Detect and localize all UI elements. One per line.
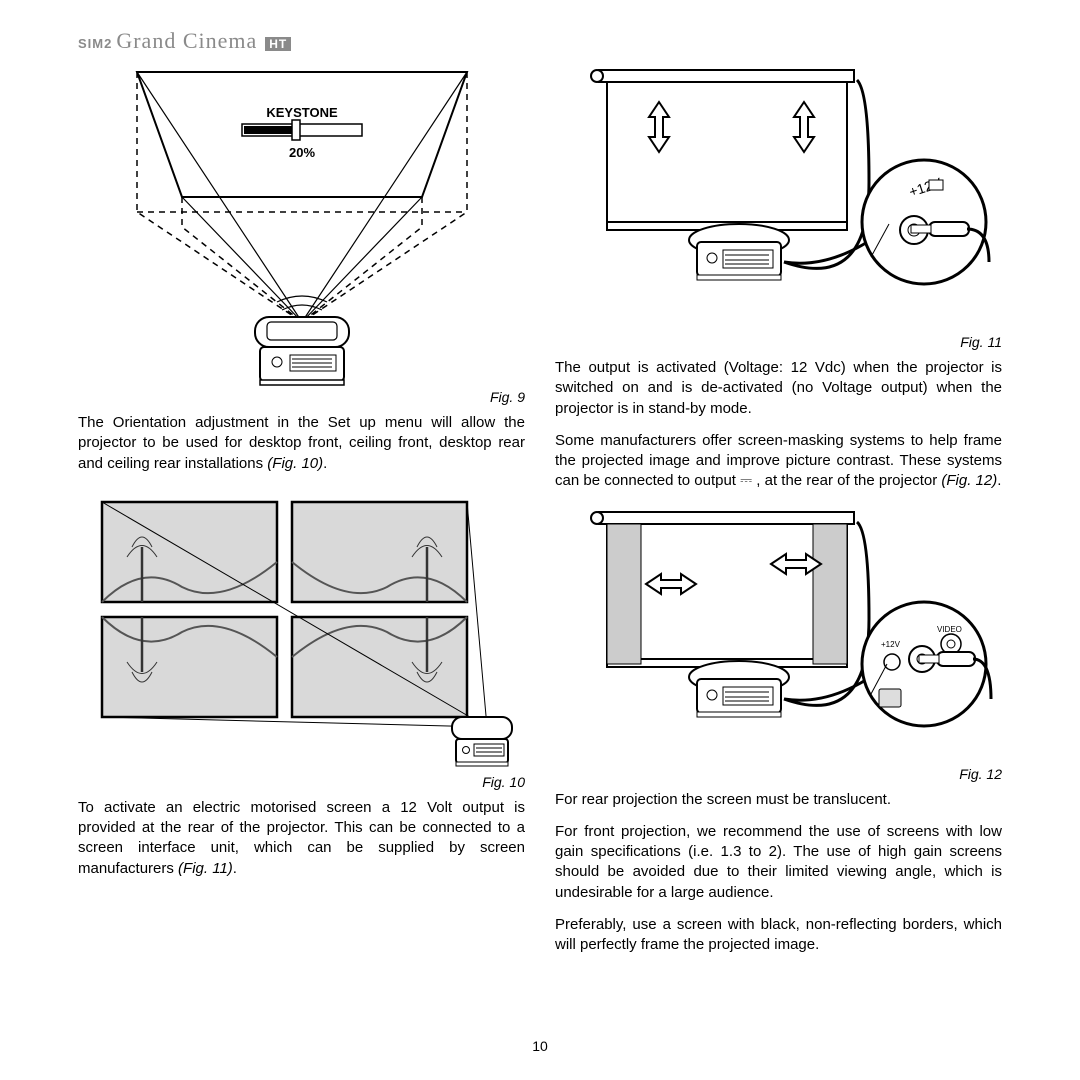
fig10-caption: Fig. 10 — [78, 774, 525, 790]
fig12-caption: Fig. 12 — [555, 766, 1002, 782]
p2b: (Fig. 11) — [178, 860, 233, 877]
fig12-svg: +12V VIDEO — [559, 504, 999, 764]
fig10-svg — [82, 492, 522, 772]
brand-suffix: HT — [265, 37, 291, 51]
p1c: . — [323, 455, 327, 472]
content-columns: KEYSTONE 20% Fig. 9 — [78, 62, 1002, 967]
paragraph-2: To activate an electric motorised screen… — [78, 798, 525, 879]
projector-icon-fig10 — [452, 717, 512, 766]
fig9-svg: KEYSTONE 20% — [92, 62, 512, 387]
p4a: Some manufacturers offer screen-masking … — [555, 432, 1002, 490]
brand-script: Grand Cinema — [116, 28, 257, 54]
p2a: To activate an electric motorised screen… — [78, 799, 525, 877]
right-column: +12V Fig. 11 The output is activated (Vo… — [555, 62, 1002, 967]
p4b: (Fig. 12) — [941, 472, 997, 489]
brand-prefix: SIM2 — [78, 36, 112, 51]
projector-icon-fig12 — [689, 661, 789, 717]
fig9-caption: Fig. 9 — [78, 389, 525, 405]
port1-label: +12V — [881, 640, 901, 649]
keystone-value: 20% — [288, 145, 314, 160]
figure-9: KEYSTONE 20% Fig. 9 — [78, 62, 525, 413]
paragraph-7: Preferably, use a screen with black, non… — [555, 915, 1002, 956]
paragraph-4: Some manufacturers offer screen-masking … — [555, 431, 1002, 492]
page-number: 10 — [0, 1038, 1080, 1054]
figure-10: Fig. 10 — [78, 492, 525, 798]
paragraph-1: The Orientation adjustment in the Set up… — [78, 413, 525, 474]
projector-icon-fig11 — [689, 224, 789, 280]
p2c: . — [233, 860, 237, 877]
paragraph-3: The output is activated (Voltage: 12 Vdc… — [555, 358, 1002, 419]
left-column: KEYSTONE 20% Fig. 9 — [78, 62, 525, 967]
p1b: (Fig. 10) — [267, 455, 323, 472]
fig11-caption: Fig. 11 — [555, 334, 1002, 350]
fig11-svg: +12V — [559, 62, 999, 332]
port2-label: VIDEO — [937, 625, 962, 634]
paragraph-5: For rear projection the screen must be t… — [555, 790, 1002, 810]
p4c: . — [997, 472, 1001, 489]
keystone-label: KEYSTONE — [266, 105, 338, 120]
figure-11: +12V Fig. 11 — [555, 62, 1002, 358]
paragraph-6: For front projection, we recommend the u… — [555, 822, 1002, 903]
p3a: The output is activated (Voltage: 12 Vdc… — [555, 359, 1002, 417]
projector-icon-fig9 — [255, 317, 349, 385]
figure-12: +12V VIDEO Fig. 12 — [555, 504, 1002, 790]
page-header: SIM2 Grand Cinema HT — [78, 28, 1002, 54]
